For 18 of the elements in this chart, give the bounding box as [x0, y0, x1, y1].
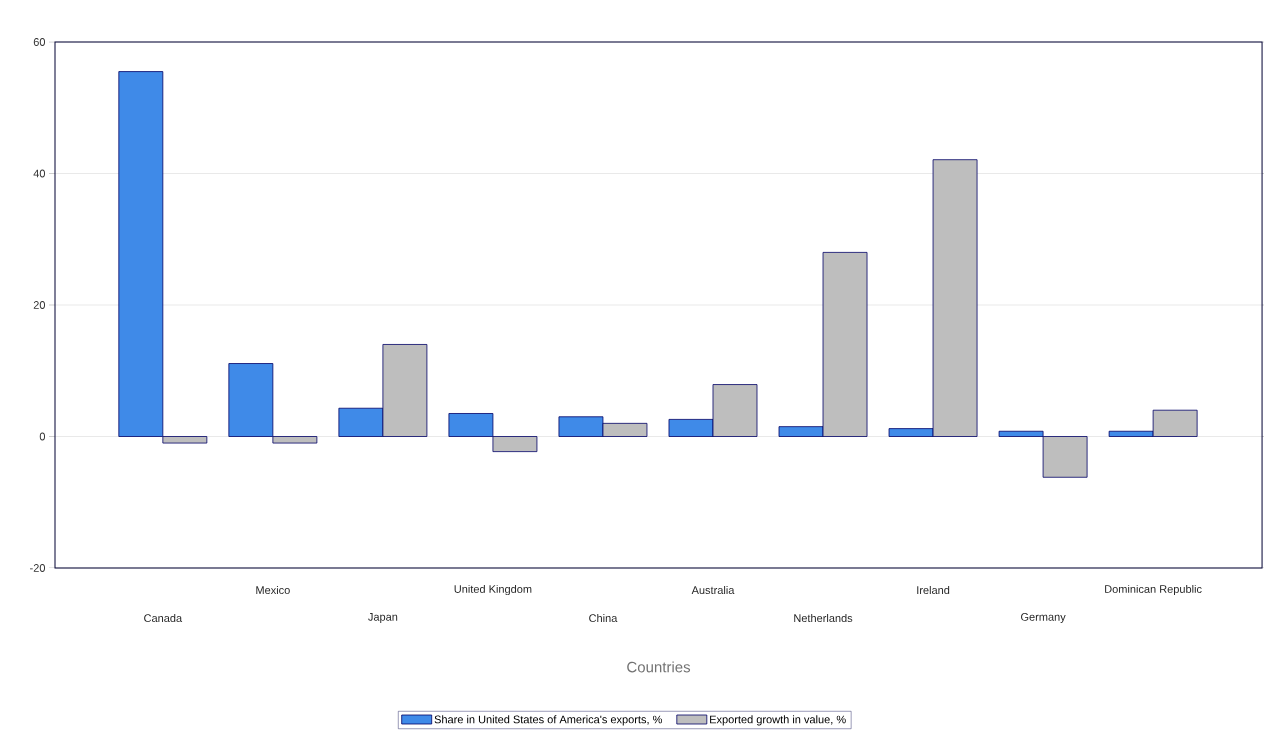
- legend-label: Share in United States of America's exports, %: [434, 715, 662, 726]
- x-tick-label: United Kingdom: [454, 584, 532, 596]
- x-tick-label: Germany: [1021, 613, 1066, 623]
- x-tick-label: Mexico: [256, 585, 290, 595]
- y-tick-label: -20: [30, 564, 46, 572]
- x-tick-label: Australia: [691, 585, 735, 595]
- x-tick-label: Ireland: [917, 585, 950, 595]
- y-tick-label: 40: [33, 169, 46, 178]
- y-tick-label: 20: [33, 301, 46, 309]
- legend-label: Exported growth in value, %: [710, 715, 846, 726]
- x-axis-title: Countries: [627, 661, 691, 673]
- y-tick-label: 0: [39, 432, 46, 441]
- x-tick-label: Dominican Republic: [1105, 584, 1202, 596]
- y-tick-label: 60: [33, 38, 46, 46]
- x-tick-label: China: [589, 613, 618, 623]
- x-tick-label: Canada: [144, 613, 183, 623]
- x-tick-label: Japan: [368, 613, 398, 623]
- x-tick-label: Netherlands: [794, 613, 853, 623]
